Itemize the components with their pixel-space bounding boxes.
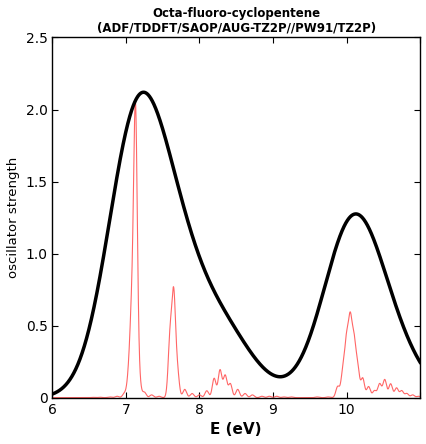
Y-axis label: oscillator strength: oscillator strength — [7, 157, 20, 278]
X-axis label: E (eV): E (eV) — [210, 422, 261, 437]
Title: Octa-fluoro-cyclopentene
(ADF/TDDFT/SAOP/AUG-TZ2P//PW91/TZ2P): Octa-fluoro-cyclopentene (ADF/TDDFT/SAOP… — [96, 7, 375, 35]
